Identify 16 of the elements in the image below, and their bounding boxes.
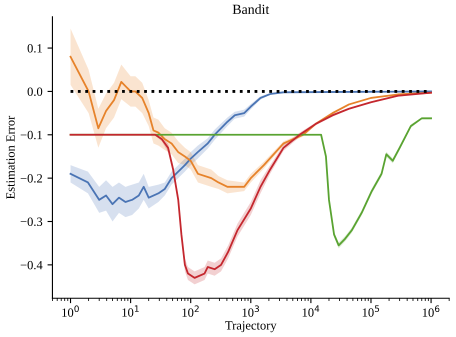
y-tick-label: −0.4 [20,260,43,270]
y-tick-label: 0.1 [28,44,42,53]
y-tick-label: −0.1 [20,130,42,140]
x-tick-label: 10$^{5}$ [362,305,380,317]
x-tick-label: 10$^{3}$ [242,305,259,317]
x-tick-label: 10$^{4}$ [302,305,320,317]
x-axis-title: Trajectory [225,321,277,332]
x-tick-label: 10$^{1}$ [122,305,139,317]
x-tick-label: 10$^{0}$ [62,305,79,317]
y-tick-label: −0.3 [20,218,42,226]
y-tick-label: −0.2 [20,174,42,183]
y-tick-label: 0.0 [28,87,42,96]
x-tick-label: 10$^{2}$ [182,305,199,317]
chart-title: Bandit [232,4,270,14]
x-tick-label: 10$^{6}$ [422,305,440,317]
y-axis-title: Estimation Error [6,116,15,200]
